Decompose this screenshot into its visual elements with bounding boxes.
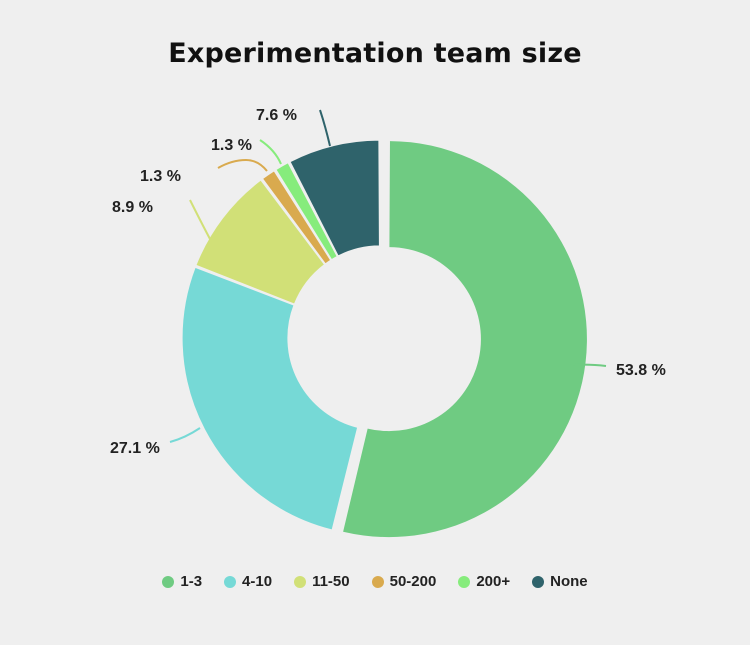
- leader-line: [259, 139, 282, 165]
- slice-None[interactable]: [289, 139, 381, 257]
- leader-line: [319, 109, 331, 147]
- slice-label: 7.6 %: [256, 107, 297, 124]
- leader-line: [189, 199, 222, 260]
- slice-labels: 53.8 %27.1 %8.9 %1.3 %1.3 %7.6 %: [110, 107, 666, 457]
- leader-lines: [169, 109, 607, 443]
- leader-line: [570, 363, 607, 367]
- slice-4-10[interactable]: [181, 266, 359, 531]
- slice-200+[interactable]: [275, 161, 339, 261]
- slice-1-3[interactable]: [343, 141, 587, 538]
- legend-item[interactable]: 50-200: [371, 573, 437, 590]
- legend-item[interactable]: 1-3: [162, 573, 202, 590]
- slice-label: 1.3 %: [211, 137, 252, 154]
- chart-title: Experimentation team size: [168, 38, 582, 69]
- legend-label: 1-3: [180, 573, 203, 590]
- legend-item[interactable]: 11-50: [294, 573, 350, 590]
- slice-label: 8.9 %: [112, 199, 153, 216]
- legend-dot-icon: [224, 575, 237, 588]
- legend-dot-icon: [458, 575, 471, 588]
- legend-item[interactable]: 4-10: [224, 573, 272, 590]
- legend-label: 11-50: [312, 573, 350, 590]
- legend-dot-icon: [532, 575, 545, 588]
- legend-dot-icon: [294, 575, 307, 588]
- slice-50-200[interactable]: [261, 169, 332, 265]
- slice-label: 1.3 %: [140, 168, 181, 185]
- legend-label: 50-200: [389, 573, 437, 590]
- legend-dot-icon: [371, 575, 384, 588]
- legend-item[interactable]: None: [532, 573, 588, 590]
- legend-label: None: [550, 573, 588, 590]
- legend: 1-3 4-10 11-50 50-200 200+ None: [0, 573, 750, 590]
- leader-line: [169, 427, 201, 443]
- legend-label: 4-10: [242, 573, 273, 590]
- slice-label: 53.8 %: [616, 362, 666, 379]
- legend-dot-icon: [162, 575, 175, 588]
- donut-slices: [181, 139, 587, 538]
- legend-label: 200+: [476, 573, 511, 590]
- legend-item[interactable]: 200+: [458, 573, 510, 590]
- slice-label: 27.1 %: [110, 440, 160, 457]
- leader-line: [217, 158, 268, 172]
